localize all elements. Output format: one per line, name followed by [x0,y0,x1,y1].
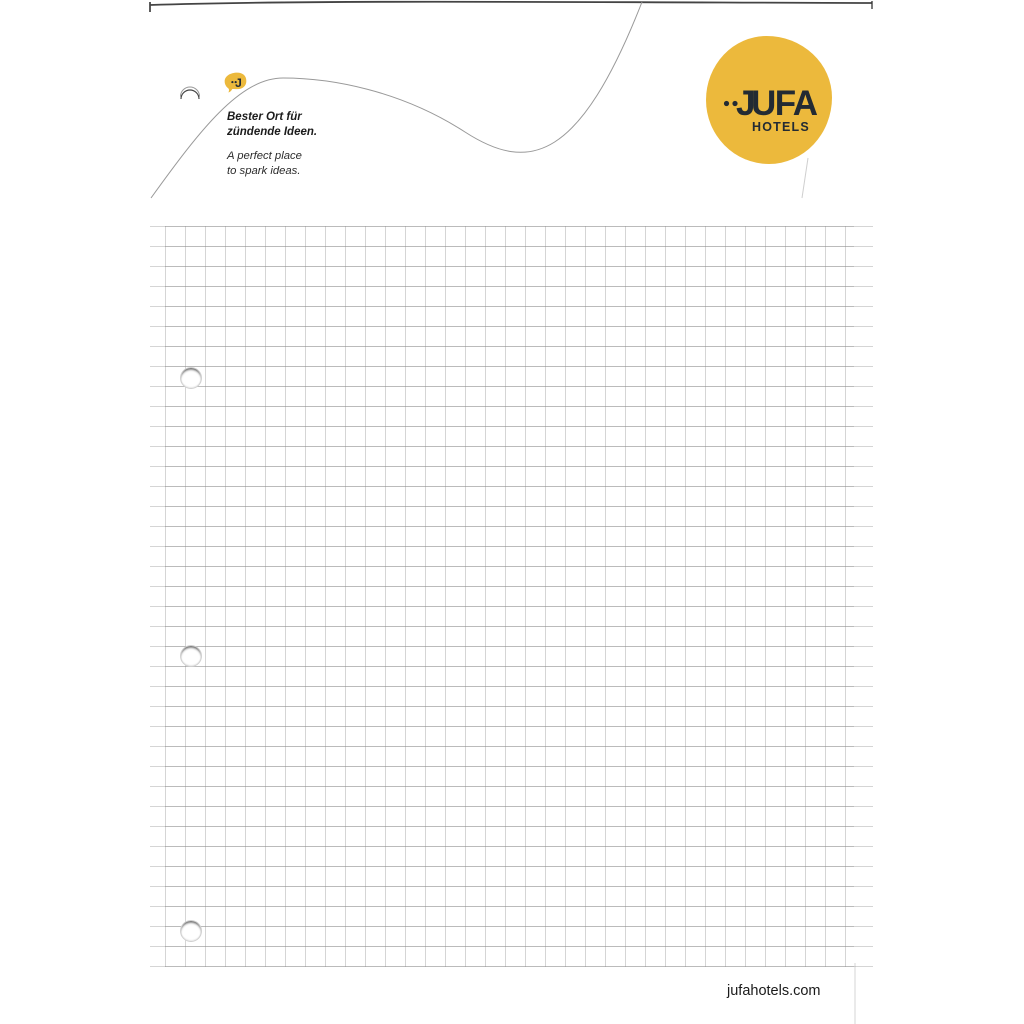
svg-text:HOTELS: HOTELS [752,120,810,134]
svg-text:UFA: UFA [751,84,818,123]
